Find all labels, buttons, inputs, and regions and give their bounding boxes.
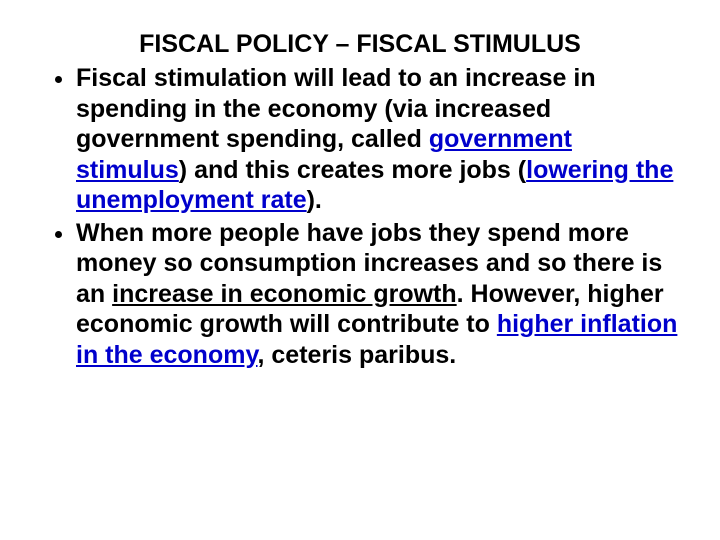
bullet-2-text-c: , ceteris paribus. — [258, 341, 457, 369]
bullet-1-text-b: ) and this creates more jobs ( — [179, 156, 526, 184]
bullet-2-underline-1: increase in economic growth — [112, 280, 457, 308]
bullet-2: When more people have jobs they spend mo… — [76, 218, 680, 371]
bullet-list: Fiscal stimulation will lead to an incre… — [40, 63, 680, 370]
bullet-1: Fiscal stimulation will lead to an incre… — [76, 63, 680, 216]
bullet-1-text-c: ). — [307, 186, 322, 214]
slide-title: FISCAL POLICY – FISCAL STIMULUS — [40, 30, 680, 59]
slide-container: FISCAL POLICY – FISCAL STIMULUS Fiscal s… — [0, 0, 720, 402]
